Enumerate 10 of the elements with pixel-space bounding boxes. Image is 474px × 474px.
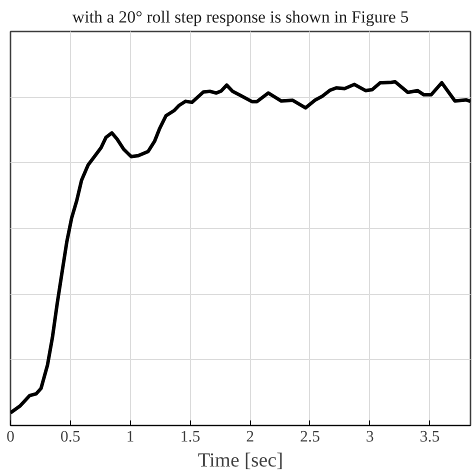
- x-axis-title: Time [sec]: [198, 450, 284, 472]
- x-tick-label: 3: [366, 428, 374, 446]
- x-tick-label: 1: [126, 428, 134, 446]
- x-tick-label: 0.5: [60, 428, 80, 446]
- x-tick-label: 1.5: [180, 428, 200, 446]
- x-tick-label: 0: [6, 428, 14, 446]
- x-tick-label: 3.5: [420, 428, 440, 446]
- x-tick-label: 2.5: [300, 428, 320, 446]
- text: with a 20° roll step response is shown in Figure 5: [72, 8, 409, 26]
- x-tick-label: 2: [246, 428, 254, 446]
